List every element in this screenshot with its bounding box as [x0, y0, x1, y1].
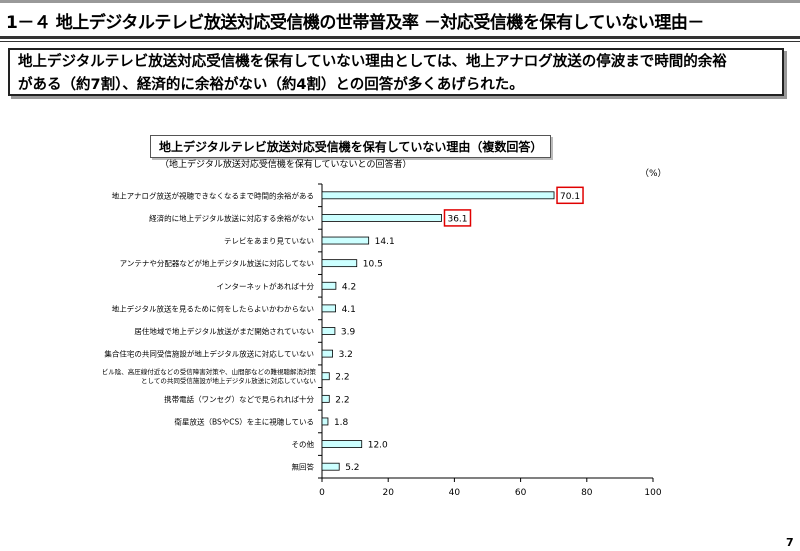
highlight-box [443, 209, 472, 227]
summary-box: 地上デジタルテレビ放送対応受信機を保有していない理由としては、地上アナログ放送の… [8, 48, 784, 96]
data-label: 1.8 [334, 418, 349, 428]
category-label: 経済的に地上デジタル放送に対応する余裕がない [149, 213, 314, 223]
data-label: 2.2 [335, 395, 349, 405]
bar [321, 372, 330, 381]
data-label: 14.1 [375, 237, 395, 247]
page-number: 7 [786, 536, 794, 549]
top-rule [0, 0, 800, 3]
bar [321, 214, 442, 222]
data-label: 5.2 [345, 463, 359, 473]
x-tick-label: 20 [382, 488, 394, 498]
category-label: その他 [292, 439, 315, 449]
bar [321, 440, 363, 448]
summary-line-1: 地上デジタルテレビ放送対応受信機を保有していない理由としては、地上アナログ放送の… [18, 54, 727, 70]
x-tick-label: 80 [581, 488, 593, 498]
category-label: テレビをあまり見ていない [224, 237, 314, 246]
data-label: 3.2 [339, 350, 353, 360]
category-label: 無回答 [292, 462, 315, 472]
x-tick-label: 40 [449, 488, 461, 498]
data-label: 2.2 [335, 373, 349, 383]
unit-label: （%） [640, 169, 667, 179]
highlight-box [556, 186, 584, 205]
bar [321, 304, 336, 313]
bar [321, 349, 333, 358]
data-label: 70.1 [560, 192, 580, 202]
bar [321, 259, 358, 268]
data-label: 36.1 [447, 214, 467, 224]
category-label: 携帯電話（ワンセグ）などで見られれば十分 [164, 394, 314, 404]
category-label: 衛星放送（BSやCS）を主に視聴している [174, 416, 314, 426]
summary-line-2: がある（約7割）、経済的に余裕がない（約4割）との回答が多くあげられた。 [18, 77, 524, 93]
bar [321, 191, 555, 200]
data-label: 3.9 [341, 328, 356, 338]
x-tick-label: 60 [515, 488, 527, 498]
data-label: 4.1 [342, 305, 356, 315]
bar [321, 281, 337, 290]
category-label: インターネットがあれば十分 [217, 281, 315, 291]
data-label: 12.0 [368, 441, 388, 451]
data-label: 10.5 [363, 260, 383, 270]
chart-subtitle: （地上デジタル放送対応受信機を保有していないとの回答者） [160, 160, 412, 170]
category-label: 地上アナログ放送が視聴できなくなるまで時間的余裕がある [112, 190, 314, 200]
data-label: 4.2 [342, 282, 356, 292]
x-tick-label: 0 [319, 488, 325, 498]
category-label: 地上デジタル放送を見るために何をしたらよいかわからない [112, 303, 314, 313]
chart-title: 地上デジタルテレビ放送対応受信機を保有していない理由（複数回答） [150, 135, 552, 158]
category-label: アンテナや分配器などが地上デジタル放送に対応してない [120, 258, 314, 268]
category-label: 居住地域で地上デジタル放送がまだ開始されていない [134, 326, 314, 336]
page-title: 1－４ 地上デジタルテレビ放送対応受信機の世帯普及率 －対応受信機を保有していな… [6, 13, 704, 33]
bar [321, 327, 336, 335]
bar [321, 417, 329, 426]
bar [321, 394, 330, 403]
category-label: ビル陰、高圧線付近などの受信障害対策や、山間部などの難視聴解消対策 [102, 367, 317, 376]
x-tick-label: 100 [644, 488, 661, 498]
bar [321, 462, 340, 471]
title-rule [0, 36, 800, 39]
title-rule-thin [0, 41, 800, 42]
category-label: 集合住宅の共同受信施設が地上デジタル放送に対応していない [104, 349, 314, 359]
category-label: としての共同受信施設が地上デジタル放送に対応していない [141, 376, 316, 385]
bar [321, 236, 370, 245]
